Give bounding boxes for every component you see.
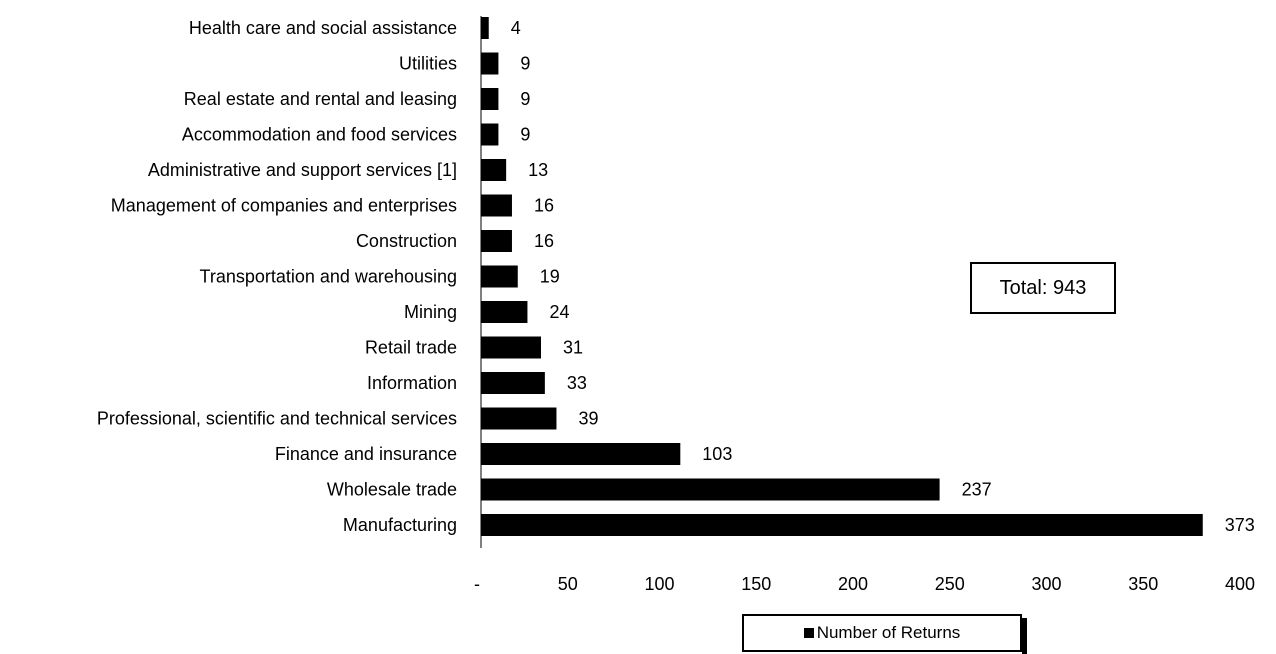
category-label: Professional, scientific and technical s… [97, 409, 457, 429]
category-label: Construction [356, 231, 457, 251]
bar [481, 301, 528, 323]
bar [481, 230, 512, 252]
bar [481, 88, 499, 110]
category-label: Transportation and warehousing [200, 267, 458, 287]
category-label: Real estate and rental and leasing [184, 89, 457, 109]
x-tick-label: 400 [1225, 574, 1255, 594]
data-label: 33 [567, 373, 587, 393]
bar [481, 478, 940, 501]
x-tick-label: 350 [1128, 574, 1158, 594]
bar [481, 194, 512, 217]
category-label: Utilities [399, 54, 457, 74]
data-label: 9 [520, 54, 530, 74]
x-tick-label: - [474, 574, 480, 594]
bar [481, 336, 541, 359]
category-label: Finance and insurance [275, 444, 457, 464]
x-tick-label: 50 [558, 574, 578, 594]
bar [481, 443, 681, 465]
data-label: 16 [534, 196, 554, 216]
category-label: Mining [404, 302, 457, 322]
bar [481, 265, 518, 288]
bar [481, 159, 507, 181]
value-labels: 4 9 9 9 13 16 16 19 24 31 33 39 103 237 373 [511, 18, 1255, 535]
legend-label: Number of Returns [816, 623, 961, 642]
data-label: 4 [511, 18, 521, 38]
category-label: Manufacturing [343, 515, 457, 535]
data-label: 103 [702, 444, 732, 464]
legend-swatch [803, 628, 814, 638]
data-label: 237 [962, 480, 992, 500]
x-tick-label: 250 [935, 574, 965, 594]
x-tick-label: 200 [838, 574, 868, 594]
x-tick-label: 150 [741, 574, 771, 594]
category-label: Administrative and support services [1] [148, 160, 457, 180]
data-label: 39 [578, 409, 598, 429]
data-label: 9 [520, 89, 530, 109]
x-tick-label: 100 [644, 574, 674, 594]
data-label: 9 [520, 125, 530, 145]
x-tick-label: 300 [1031, 574, 1061, 594]
bar [481, 52, 499, 75]
data-label: 13 [528, 160, 548, 180]
bar [481, 514, 1203, 536]
category-label: Accommodation and food services [182, 125, 457, 145]
x-tick-labels: - 50 100 150 200 250 300 350 400 [474, 574, 1255, 594]
data-label: 19 [540, 267, 560, 287]
total-text: Total: 943 [999, 276, 1087, 299]
category-label: Retail trade [365, 338, 457, 358]
bar [481, 372, 545, 394]
category-labels: Health care and social assistance Utiliti… [97, 18, 457, 535]
legend: Number of Returns [742, 614, 1027, 654]
bar [481, 17, 489, 39]
data-label: 373 [1225, 515, 1255, 535]
data-label: 31 [563, 338, 583, 358]
category-label: Health care and social assistance [189, 18, 457, 38]
data-label: 16 [534, 231, 554, 251]
category-label: Information [367, 373, 457, 393]
category-label: Management of companies and enterprises [111, 196, 457, 216]
category-label: Wholesale trade [327, 480, 457, 500]
data-label: 24 [549, 302, 569, 322]
bar [481, 407, 557, 430]
bar [481, 123, 499, 146]
bars [481, 17, 1203, 536]
total-annotation: Total: 943 [970, 262, 1116, 314]
